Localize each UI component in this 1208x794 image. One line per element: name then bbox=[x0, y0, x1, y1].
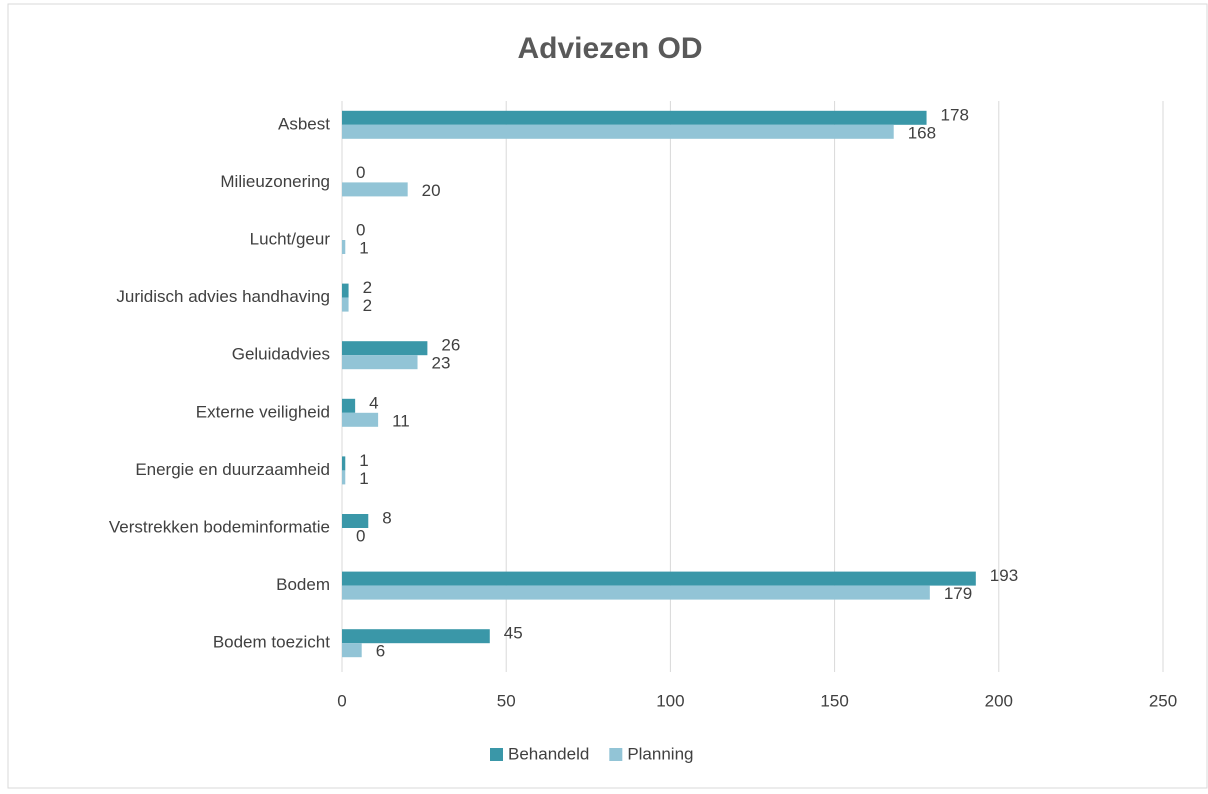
bar bbox=[342, 571, 976, 586]
data-label: 0 bbox=[356, 220, 365, 239]
data-label: 1 bbox=[359, 469, 368, 488]
y-tick-label: Verstrekken bodeminformatie bbox=[109, 517, 330, 536]
bar bbox=[342, 629, 490, 644]
bar bbox=[342, 514, 369, 528]
bar bbox=[342, 124, 894, 139]
y-tick-label: Juridisch advies handhaving bbox=[116, 287, 330, 306]
x-tick-label: 250 bbox=[1149, 691, 1177, 710]
y-tick-label: Geluidadvies bbox=[232, 345, 330, 364]
legend-label: Planning bbox=[627, 744, 693, 763]
legend-label: Behandeld bbox=[508, 744, 589, 763]
y-tick-label: Bodem toezicht bbox=[213, 633, 330, 652]
y-tick-label: Asbest bbox=[278, 114, 330, 133]
y-tick-label: Energie en duurzaamheid bbox=[135, 460, 330, 479]
x-tick-label: 100 bbox=[656, 691, 684, 710]
data-label: 193 bbox=[990, 566, 1018, 585]
y-tick-label: Bodem bbox=[276, 575, 330, 594]
data-label: 1 bbox=[359, 451, 368, 470]
y-tick-label: Externe veiligheid bbox=[196, 402, 330, 421]
x-tick-label: 50 bbox=[497, 691, 516, 710]
y-tick-label: Lucht/geur bbox=[250, 229, 331, 248]
bar bbox=[342, 456, 346, 471]
legend-swatch bbox=[609, 748, 623, 761]
data-label: 178 bbox=[941, 105, 969, 124]
data-label: 0 bbox=[356, 163, 365, 182]
bar bbox=[342, 412, 379, 427]
bar bbox=[342, 297, 349, 312]
data-label: 26 bbox=[441, 336, 460, 355]
data-label: 168 bbox=[908, 123, 936, 142]
data-label: 45 bbox=[504, 624, 523, 643]
bar bbox=[342, 355, 418, 370]
legend-swatch bbox=[490, 748, 503, 761]
x-tick-label: 200 bbox=[985, 691, 1013, 710]
y-tick-label: Milieuzonering bbox=[220, 172, 330, 191]
data-label: 11 bbox=[392, 411, 410, 430]
bar bbox=[342, 398, 356, 413]
bar bbox=[342, 643, 362, 658]
chart-title: Adviezen OD bbox=[517, 32, 702, 65]
bar bbox=[342, 240, 346, 254]
bar bbox=[342, 182, 408, 197]
x-tick-label: 0 bbox=[337, 691, 346, 710]
bar bbox=[342, 110, 927, 125]
data-label: 23 bbox=[432, 354, 451, 373]
data-label: 0 bbox=[356, 526, 365, 545]
data-label: 20 bbox=[422, 181, 441, 200]
bar bbox=[342, 283, 349, 298]
data-label: 2 bbox=[363, 296, 372, 315]
data-label: 2 bbox=[363, 278, 372, 297]
data-label: 1 bbox=[359, 238, 368, 257]
x-tick-label: 150 bbox=[820, 691, 848, 710]
data-label: 4 bbox=[369, 393, 378, 412]
bar bbox=[342, 585, 930, 600]
data-label: 6 bbox=[376, 642, 385, 661]
data-label: 179 bbox=[944, 584, 972, 603]
data-label: 8 bbox=[382, 508, 391, 527]
bar bbox=[342, 470, 346, 485]
bar bbox=[342, 341, 428, 356]
